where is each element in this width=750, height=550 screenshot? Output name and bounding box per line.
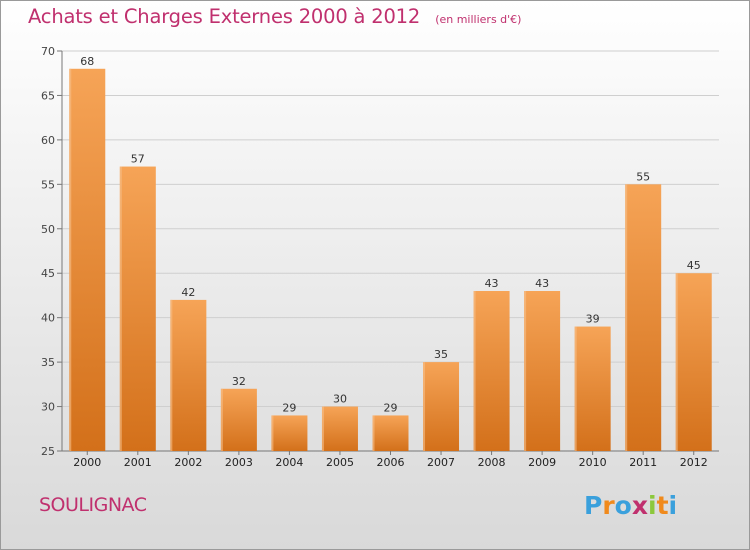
bar-highlight <box>271 415 274 451</box>
bar-highlight <box>625 184 628 452</box>
x-tick-label: 2012 <box>680 456 708 469</box>
logo-letter: r <box>602 491 615 520</box>
y-tick-label: 30 <box>41 401 55 414</box>
bar <box>372 415 409 451</box>
data-labels: 68 57 42 32 29 30 29 35 43 43 39 55 45 <box>80 55 700 415</box>
logo-letter: x <box>631 491 648 520</box>
bar-highlight <box>574 326 577 451</box>
bar-highlight <box>220 388 223 451</box>
commune-name: SOULIGNAC <box>39 494 147 516</box>
logo-letter: t <box>656 491 669 520</box>
value-label: 57 <box>131 153 145 166</box>
x-tick-label: 2004 <box>275 456 303 469</box>
y-tick-label: 40 <box>41 312 55 325</box>
logo-letter: o <box>614 491 632 520</box>
bar-highlight <box>473 291 476 451</box>
bar <box>69 68 106 452</box>
bar <box>119 166 156 452</box>
grid-lines <box>62 50 719 452</box>
bar-highlight <box>524 291 527 451</box>
value-label: 43 <box>535 277 549 290</box>
value-label: 42 <box>181 286 195 299</box>
value-label: 43 <box>485 277 499 290</box>
y-tick-label: 25 <box>41 445 55 458</box>
bar-highlight <box>372 415 375 451</box>
bar <box>524 291 561 451</box>
value-label: 35 <box>434 348 448 361</box>
x-tick-label: 2006 <box>377 456 405 469</box>
proxiti-logo[interactable]: Proxiti <box>584 491 677 520</box>
value-label: 39 <box>586 313 600 326</box>
value-label: 29 <box>384 401 398 414</box>
bar <box>170 299 207 451</box>
bar <box>675 273 712 451</box>
bar-highlight <box>675 273 678 451</box>
bar <box>625 184 662 452</box>
x-tick-label: 2005 <box>326 456 354 469</box>
logo-letter: P <box>584 491 603 520</box>
x-tick-label: 2000 <box>73 456 101 469</box>
bar-highlight <box>69 68 72 452</box>
y-tick-label: 55 <box>41 178 55 191</box>
value-label: 29 <box>282 401 296 414</box>
value-label: 68 <box>80 55 94 68</box>
bar-highlight <box>119 166 122 452</box>
chart-title: Achats et Charges Externes 2000 à 2012 <box>28 5 421 28</box>
bar <box>220 388 257 451</box>
logo-letter: i <box>648 491 657 520</box>
value-label: 55 <box>636 170 650 183</box>
bar <box>321 406 358 451</box>
x-tick-label: 2007 <box>427 456 455 469</box>
x-tick-label: 2001 <box>124 456 152 469</box>
chart-unit: (en milliers d'€) <box>435 13 522 26</box>
logo-letter: i <box>668 491 678 520</box>
value-label: 30 <box>333 393 347 406</box>
bar <box>271 415 308 451</box>
x-tick-label: 2008 <box>478 456 506 469</box>
bar-highlight <box>321 406 324 451</box>
value-label: 45 <box>687 259 701 272</box>
chart-header: Achats et Charges Externes 2000 à 2012 (… <box>28 5 521 28</box>
y-tick-label: 45 <box>41 267 55 280</box>
y-tick-label: 70 <box>41 45 55 58</box>
y-tick-label: 50 <box>41 223 55 236</box>
y-tick-label: 35 <box>41 356 55 369</box>
x-tick-label: 2003 <box>225 456 253 469</box>
bar <box>473 291 510 451</box>
y-tick-label: 65 <box>41 89 55 102</box>
bar <box>574 326 611 451</box>
bars <box>69 68 712 452</box>
bar-highlight <box>423 362 426 451</box>
x-tick-label: 2011 <box>629 456 657 469</box>
bar-highlight <box>170 299 173 451</box>
x-tick-label: 2010 <box>579 456 607 469</box>
x-tick-label: 2002 <box>174 456 202 469</box>
y-tick-label: 60 <box>41 134 55 147</box>
x-tick-label: 2009 <box>528 456 556 469</box>
bar <box>423 362 460 451</box>
value-label: 32 <box>232 375 246 388</box>
